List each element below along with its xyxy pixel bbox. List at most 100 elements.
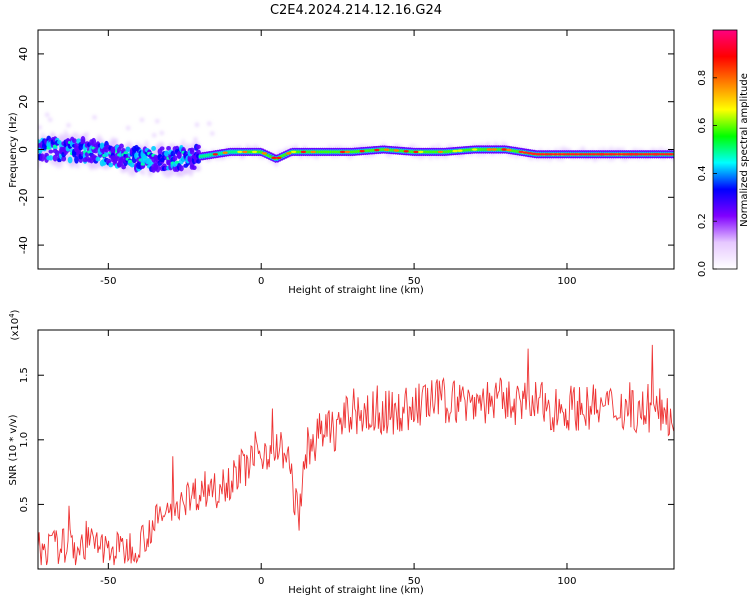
heatmap-cell — [561, 153, 567, 156]
heatmap-cell — [125, 146, 131, 153]
heatmap-cell — [339, 150, 346, 154]
colorbar-ticks: 0.0 0.2 0.4 0.6 0.8 — [697, 70, 717, 277]
heatmap-cell — [491, 148, 497, 151]
heatmap-cell — [48, 149, 54, 154]
heatmap-cell — [174, 160, 180, 164]
heatmap-cell — [300, 150, 307, 154]
snr-y-axis-label: SNR (10 * v/v) — [8, 414, 19, 485]
colorbar-tick-label: 0.8 — [697, 70, 708, 86]
x-tick-label: 0 — [258, 276, 264, 287]
colorbar-tick-label: 0.6 — [697, 118, 708, 134]
colorbar-gradient — [713, 30, 737, 269]
heatmap-cell — [38, 125, 42, 130]
x-tick-label: 0 — [258, 576, 264, 587]
heatmap-cell — [452, 149, 458, 153]
heatmap-cell — [612, 153, 618, 156]
page-title: C2E4.2024.214.12.16.G24 — [270, 3, 442, 18]
heatmap-cell — [486, 148, 492, 151]
colorbar-tick-label: 0.2 — [697, 213, 708, 229]
heatmap-cell — [251, 150, 258, 154]
heatmap-cell — [587, 153, 593, 156]
heatmap-cell — [193, 137, 198, 142]
heatmap-cell — [38, 158, 41, 170]
heatmap-cell — [518, 150, 524, 153]
heatmap-cell — [159, 131, 164, 136]
heatmap-cell — [291, 150, 297, 154]
heatmap-cell — [625, 153, 631, 156]
heatmap-cell — [129, 162, 135, 168]
y-tick-label: 1.5 — [19, 367, 30, 383]
y-tick-label: 0 — [17, 146, 30, 153]
heatmap-cell — [582, 153, 588, 156]
heatmap-cell — [52, 154, 58, 162]
heatmap-cell — [595, 153, 601, 156]
heatmap-cell — [552, 153, 558, 156]
heatmap-cell — [565, 153, 571, 156]
snr-plot-area — [38, 330, 674, 569]
x-tick-label: 50 — [408, 276, 421, 287]
heatmap-cell — [527, 152, 533, 155]
heatmap-cell — [155, 164, 161, 173]
x-tick-label: 100 — [557, 576, 576, 587]
y-tick-label: 20 — [17, 95, 30, 109]
heatmap-cell — [544, 153, 550, 156]
heatmap-cell — [126, 126, 131, 131]
x-tick-label: 100 — [557, 276, 576, 287]
snr-panel: -50 0 50 100 0.5 1.0 1.5 Height of straight l… — [8, 309, 675, 596]
heatmap-cell — [578, 153, 584, 156]
heatmap-y-axis-label: Frequency (Hz) — [8, 112, 19, 188]
heatmap-cell — [629, 153, 636, 156]
heatmap-cell — [403, 150, 409, 153]
heatmap-cell — [522, 151, 528, 154]
heatmap-cell — [80, 135, 86, 145]
heatmap-x-ticks: -50 0 50 100 — [100, 30, 577, 287]
heatmap-cell — [383, 148, 390, 151]
heatmap-cell — [212, 153, 218, 156]
heatmap-cell — [196, 166, 201, 171]
x-tick-label: -50 — [100, 576, 116, 587]
heatmap-cell — [472, 148, 478, 151]
heatmap-cell — [179, 165, 184, 172]
heatmap-cell — [457, 149, 463, 152]
heatmap-cell — [119, 143, 124, 149]
heatmap-cell — [172, 155, 178, 162]
heatmap-cell — [92, 115, 97, 120]
x-tick-label: -50 — [100, 276, 116, 287]
heatmap-cell — [210, 131, 215, 136]
heatmap-cell — [286, 152, 292, 155]
heatmap-cell — [71, 138, 77, 144]
heatmap-cell — [535, 153, 541, 156]
y-tick-label: -20 — [17, 188, 30, 206]
heatmap-cell — [61, 155, 67, 162]
heatmap-cell — [642, 153, 648, 156]
snr-frame — [37, 329, 675, 570]
heatmap-cell — [548, 153, 554, 156]
heatmap-cell — [54, 150, 60, 157]
heatmap-cell — [638, 153, 644, 156]
heatmap-cell — [152, 133, 157, 138]
heatmap-cell — [141, 170, 146, 176]
heatmap-cell — [75, 164, 80, 169]
heatmap-cell — [569, 153, 576, 156]
heatmap-cell — [166, 145, 171, 151]
colorbar: 0.0 0.2 0.4 0.6 0.8 Normalized spectral ampl… — [697, 29, 750, 277]
heatmap-cell — [655, 153, 661, 156]
heatmap-cell — [155, 119, 160, 124]
heatmap-cell — [45, 112, 50, 117]
heatmap-cell — [616, 153, 623, 156]
heatmap-cell — [67, 156, 73, 164]
heatmap-cell — [106, 158, 112, 164]
heatmap-cell — [191, 165, 197, 170]
heatmap-cell — [659, 153, 665, 156]
y-tick-label: 40 — [17, 47, 30, 61]
heatmap-cell — [189, 147, 195, 153]
heatmap-cell — [74, 155, 79, 164]
heatmap-cell — [108, 162, 114, 168]
heatmap-cell — [271, 156, 277, 160]
heatmap-cell — [39, 153, 45, 162]
y-tick-label: 1.0 — [19, 432, 30, 448]
x-tick-label: 50 — [408, 576, 421, 587]
heatmap-cell — [651, 153, 657, 156]
heatmap-cell — [591, 153, 597, 156]
